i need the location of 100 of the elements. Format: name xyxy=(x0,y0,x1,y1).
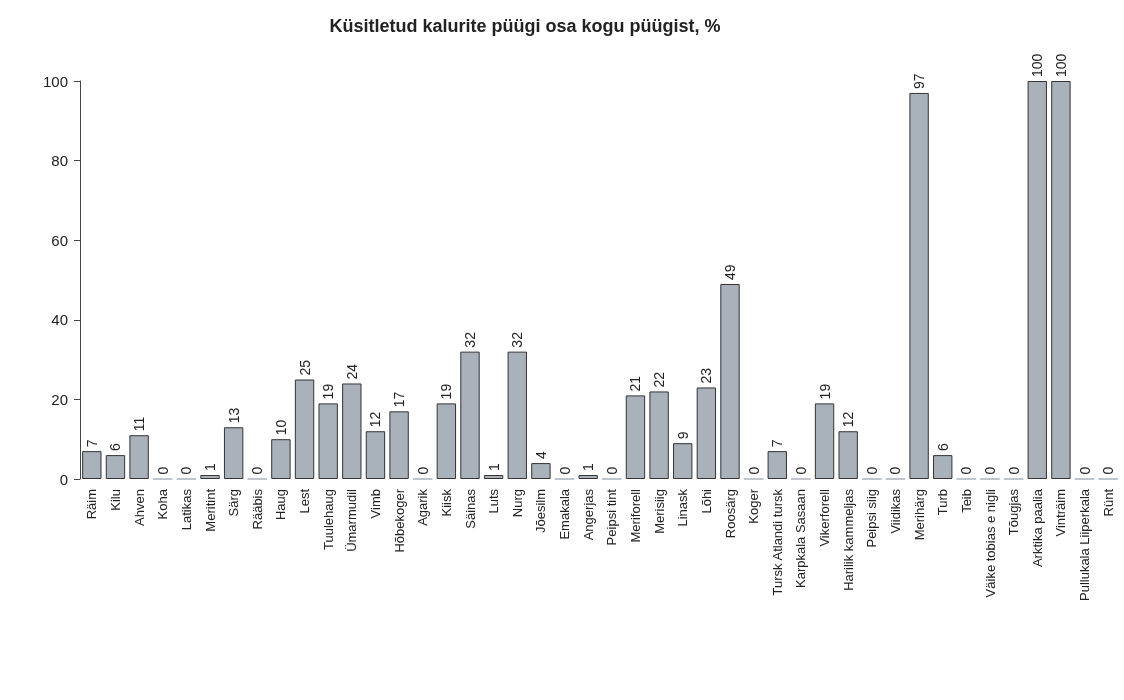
data-label: 13 xyxy=(225,407,242,424)
data-label: 32 xyxy=(509,331,526,348)
data-label: 0 xyxy=(887,466,904,475)
x-tick-label: Lõhi xyxy=(698,488,714,514)
bar xyxy=(507,351,527,479)
data-label: 0 xyxy=(982,466,998,475)
x-tick-label: Luts xyxy=(486,488,502,514)
x-tick-label: Rünt xyxy=(1100,488,1116,517)
x-tick-label: Latikas xyxy=(178,488,194,531)
data-label: 12 xyxy=(840,411,857,428)
x-tick-label: Rääbis xyxy=(249,488,265,530)
x-tick-label: Räim xyxy=(84,489,100,520)
x-tick-label: Koger xyxy=(746,488,762,524)
x-tick-label: Väike tobias e nigli xyxy=(982,488,998,598)
data-label: 17 xyxy=(391,391,408,408)
data-label: 100 xyxy=(1052,53,1069,77)
data-label: 6 xyxy=(934,443,951,452)
bar xyxy=(767,451,787,479)
x-tick-label: Säinas xyxy=(462,488,478,529)
x-tick-label: Angerjas xyxy=(580,488,596,541)
bar xyxy=(1051,81,1071,479)
data-label: 1 xyxy=(202,463,218,472)
x-tick-label: Kiisk xyxy=(438,488,454,517)
x-tick-label: Linask xyxy=(675,488,691,527)
y-tick-label: 20 xyxy=(51,390,68,408)
y-tick-label: 100 xyxy=(42,72,68,90)
chart-title: Küsitletud kalurite püügi osa kogu püügist, % xyxy=(329,16,721,36)
data-label: 0 xyxy=(154,466,171,475)
x-tick-label: Ümarmudil xyxy=(344,488,360,552)
y-tick-label: 60 xyxy=(51,231,68,249)
bar xyxy=(460,351,480,479)
y-tick-label: 40 xyxy=(51,311,68,329)
x-tick-label: Tuulehaug xyxy=(320,489,336,550)
x-tick-label: Tursk Atlandi tursk xyxy=(769,488,785,596)
data-label: 0 xyxy=(603,466,620,475)
x-tick-label: Koha xyxy=(155,488,171,520)
x-tick-label: Vinträim xyxy=(1053,489,1069,537)
data-label: 21 xyxy=(627,375,644,392)
data-label: 9 xyxy=(674,431,691,440)
x-tick-label: Merihärg xyxy=(911,489,927,541)
bar xyxy=(673,443,693,479)
data-label: 6 xyxy=(107,443,124,452)
bar xyxy=(342,383,362,479)
bar xyxy=(483,475,504,479)
data-label: 24 xyxy=(343,363,360,380)
x-tick-label: Meriforell xyxy=(627,488,643,543)
data-label: 19 xyxy=(816,383,833,400)
bar xyxy=(365,431,386,479)
data-label: 0 xyxy=(745,466,762,475)
x-tick-label: Merisiig xyxy=(651,489,667,534)
x-tick-label: Teib xyxy=(958,489,974,513)
x-tick-label: Ahven xyxy=(131,489,147,526)
bar xyxy=(720,283,740,479)
data-label: 49 xyxy=(722,264,738,280)
data-label: 4 xyxy=(532,451,549,460)
data-label: 0 xyxy=(1005,466,1022,475)
data-label: 12 xyxy=(367,411,384,428)
x-tick-label: Kilu xyxy=(107,489,123,511)
x-tick-label: Tõugjas xyxy=(1006,488,1022,536)
data-label: 19 xyxy=(320,383,337,400)
x-tick-label: Peipsi siig xyxy=(864,489,880,548)
data-label: 0 xyxy=(792,466,809,475)
bar xyxy=(389,411,409,479)
x-tick-label: Vimb xyxy=(367,489,383,519)
x-tick-label: Viidikas xyxy=(887,488,903,534)
data-label: 11 xyxy=(131,416,148,432)
x-tick-label: Vikerforell xyxy=(817,488,833,547)
x-tick-label: Harilik kammeljas xyxy=(840,488,856,591)
data-label: 97 xyxy=(911,73,928,89)
bar xyxy=(271,439,291,479)
x-tick-label: Meritint xyxy=(202,488,218,532)
data-label: 7 xyxy=(83,439,100,448)
data-label: 0 xyxy=(958,466,975,475)
data-label: 25 xyxy=(296,359,313,376)
x-tick-label: Peipsi tint xyxy=(604,488,620,546)
bar xyxy=(129,435,149,479)
data-label: 1 xyxy=(485,463,502,472)
data-label: 32 xyxy=(462,331,478,348)
x-tick-label: Roosärg xyxy=(722,489,738,539)
data-label: 10 xyxy=(272,419,289,436)
bar xyxy=(82,451,102,479)
x-tick-label: Pullukala Liiperkala xyxy=(1077,488,1093,602)
x-tick-label: Karpkala Sasaan xyxy=(793,489,809,589)
data-label: 0 xyxy=(414,466,431,475)
data-label: 0 xyxy=(249,466,266,475)
bar xyxy=(1027,81,1047,479)
x-tick-label: Turb xyxy=(935,489,951,516)
x-tick-label: Särg xyxy=(226,489,242,517)
data-label: 0 xyxy=(1076,466,1093,475)
data-label: 0 xyxy=(863,466,880,475)
x-tick-label: Emakala xyxy=(557,488,573,540)
y-tick-label: 80 xyxy=(51,152,68,170)
bar xyxy=(531,463,551,479)
bar xyxy=(318,403,338,479)
x-tick-label: Lest xyxy=(297,488,313,514)
x-tick-label: Agarik xyxy=(415,488,431,526)
x-tick-label: Hõbekoger xyxy=(391,488,407,553)
bar xyxy=(649,391,669,479)
bar xyxy=(436,403,457,479)
bar xyxy=(625,395,646,479)
